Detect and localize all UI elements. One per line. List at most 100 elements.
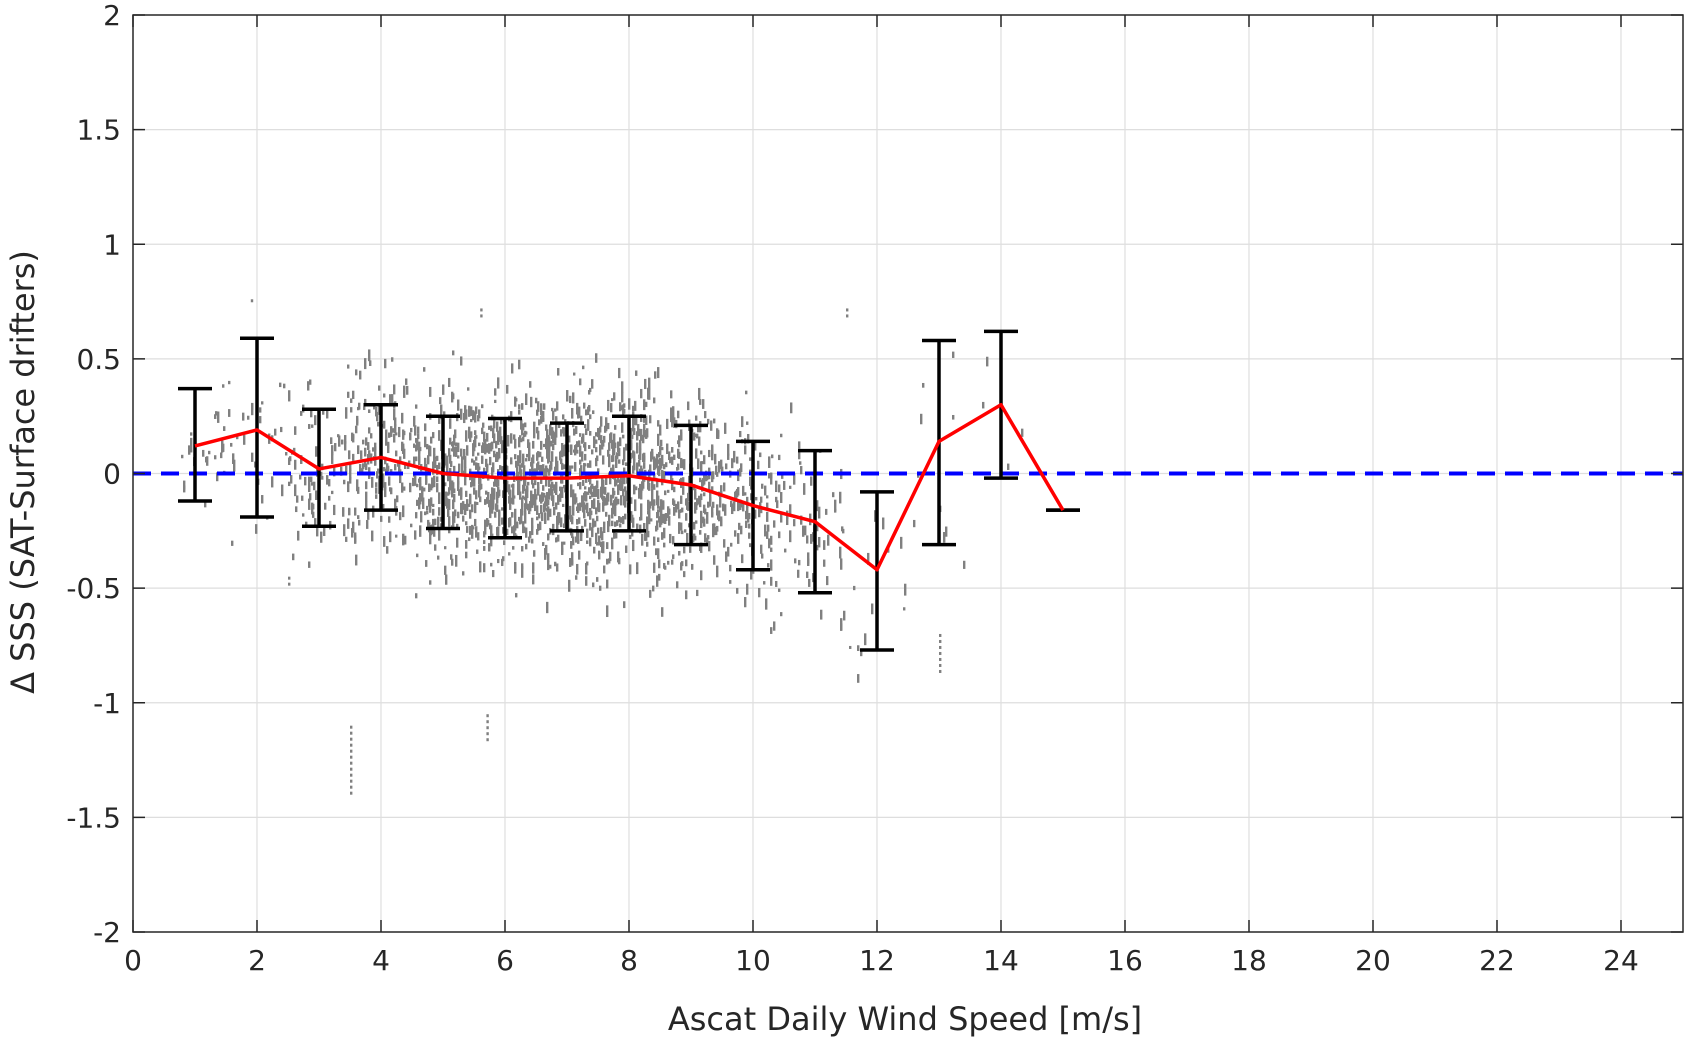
scatter-point [849, 645, 852, 649]
scatter-point [684, 529, 687, 533]
scatter-point [323, 525, 326, 536]
scatter-point [358, 402, 361, 410]
scatter-point [721, 466, 724, 472]
scatter-point [530, 396, 533, 408]
scatter-point [593, 486, 596, 492]
scatter-point [605, 476, 608, 486]
y-tick-label: -1 [93, 687, 121, 720]
scatter-point [576, 402, 579, 407]
scatter-point [596, 577, 599, 582]
scatter-point [853, 585, 856, 591]
scatter-point [486, 464, 489, 473]
scatter-point [656, 453, 659, 461]
scatter-point [486, 738, 489, 742]
scatter-point [913, 519, 916, 528]
scatter-point [261, 401, 264, 405]
scatter-point [1021, 428, 1024, 437]
scatter-point [413, 456, 416, 465]
scatter-point [228, 380, 231, 385]
scatter-point [612, 464, 615, 474]
scatter-point [419, 481, 422, 490]
scatter-point [575, 426, 578, 435]
scatter-point [696, 589, 699, 597]
scatter-point [614, 521, 617, 527]
scatter-point [939, 663, 942, 667]
scatter-point [377, 468, 380, 474]
scatter-point [481, 404, 484, 409]
scatter-point [535, 397, 538, 404]
scatter-point [410, 523, 413, 528]
scatter-point [661, 447, 664, 451]
scatter-point [420, 511, 423, 523]
scatter-point [521, 463, 524, 468]
scatter-point [399, 473, 402, 484]
scatter-point [695, 501, 698, 510]
scatter-point [514, 563, 517, 574]
scatter-point [524, 422, 527, 428]
scatter-point [542, 464, 545, 473]
scatter-point [426, 505, 429, 511]
scatter-point [398, 460, 401, 472]
scatter-point [645, 415, 648, 425]
scatter-point [620, 495, 623, 506]
scatter-point [328, 495, 331, 501]
scatter-point [481, 455, 484, 461]
scatter-point [693, 533, 696, 540]
scatter-point [656, 478, 659, 488]
scatter-point [394, 417, 397, 427]
scatter-point [581, 451, 584, 462]
scatter-point [742, 501, 745, 512]
scatter-point [546, 601, 549, 614]
scatter-point [727, 453, 730, 460]
scatter-point [723, 482, 726, 492]
scatter-point [457, 399, 460, 411]
scatter-point [457, 480, 460, 491]
scatter-point [529, 501, 532, 512]
scatter-point [501, 558, 504, 567]
scatter-point [621, 405, 624, 411]
scatter-point [680, 509, 683, 513]
scatter-point [383, 467, 386, 472]
scatter-point [331, 453, 334, 464]
scatter-point [495, 453, 498, 463]
scatter-point [582, 433, 585, 443]
scatter-point [595, 485, 598, 497]
scatter-point [221, 437, 224, 447]
scatter-point [425, 560, 428, 567]
scatter-point [625, 462, 628, 466]
scatter-point [590, 485, 593, 495]
scatter-point [572, 508, 575, 516]
scatter-point [481, 445, 484, 453]
scatter-point [783, 480, 786, 490]
scatter-point [658, 573, 661, 581]
scatter-point [489, 502, 492, 512]
scatter-point [903, 607, 906, 611]
scatter-point [426, 510, 429, 515]
scatter-point [363, 463, 366, 468]
scatter-point [723, 539, 726, 548]
scatter-point [431, 477, 434, 489]
scatter-point [382, 473, 385, 482]
scatter-point [460, 356, 463, 366]
scatter-point [609, 477, 612, 485]
scatter-point [703, 492, 706, 497]
scatter-point [446, 456, 449, 469]
scatter-point [846, 308, 849, 312]
scatter-point [438, 417, 441, 424]
scatter-point [662, 501, 665, 510]
scatter-point [472, 443, 475, 454]
scatter-point [678, 509, 681, 519]
x-tick-label: 2 [248, 944, 266, 977]
scatter-point [718, 468, 721, 473]
scatter-point [634, 400, 637, 411]
scatter-point [605, 427, 608, 432]
scatter-point [408, 460, 411, 464]
scatter-point [776, 500, 779, 509]
scatter-point [618, 484, 621, 491]
scatter-point [581, 525, 584, 530]
scatter-point [322, 408, 325, 415]
scatter-point [347, 518, 350, 529]
scatter-point [430, 497, 433, 507]
scatter-point [355, 554, 358, 566]
scatter-point [683, 546, 686, 554]
